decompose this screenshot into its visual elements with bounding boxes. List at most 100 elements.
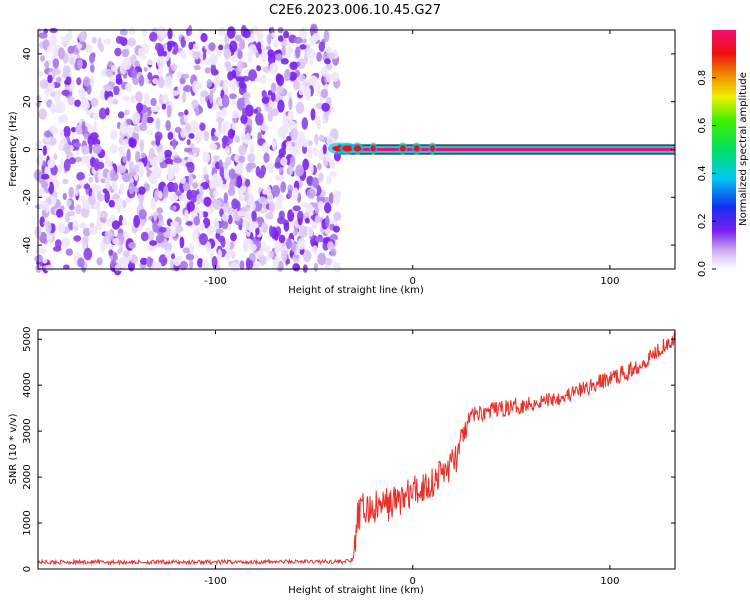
noise-blob (52, 68, 61, 75)
noise-blob (62, 143, 71, 153)
noise-blob (244, 212, 252, 219)
noise-blob (91, 36, 97, 44)
noise-blob (242, 92, 251, 99)
noise-blob (253, 261, 260, 270)
noise-blob (184, 35, 190, 42)
noise-blob (117, 111, 125, 119)
noise-blob (90, 97, 99, 108)
noise-blob (38, 32, 48, 39)
noise-blob (128, 182, 135, 195)
colorbar-tick-label: 0.8 (697, 70, 708, 86)
noise-blob (230, 262, 239, 273)
noise-blob (292, 205, 301, 212)
noise-blob (194, 82, 203, 89)
noise-blob (277, 216, 286, 225)
noise-blob (250, 201, 256, 211)
x-tick-label: 0 (410, 276, 416, 287)
noise-blob (189, 242, 195, 255)
noise-blob (146, 256, 153, 268)
noise-blob (137, 186, 146, 195)
noise-blob (133, 126, 141, 134)
noise-blob (57, 222, 66, 233)
noise-blob (128, 242, 137, 249)
colorbar-tick-label: 0.6 (697, 118, 708, 134)
noise-blob (108, 244, 114, 251)
noise-blob (99, 88, 106, 101)
noise-blob (287, 209, 295, 222)
noise-blob (244, 219, 253, 231)
noise-blob (53, 153, 58, 161)
noise-blob (290, 242, 296, 253)
noise-blob (184, 209, 189, 223)
y-tick-label: -40 (22, 237, 33, 253)
noise-blob (214, 220, 220, 231)
noise-blob (62, 65, 71, 77)
noise-blob (157, 152, 164, 163)
noise-blob (261, 96, 270, 104)
spectrogram-x-ticks: -100 0 100 (204, 30, 619, 287)
spectrogram-ylabel: Frequency (Hz) (8, 111, 19, 187)
noise-blob (245, 132, 251, 145)
noise-blob (143, 66, 148, 72)
noise-blob (88, 141, 93, 154)
noise-blob (230, 232, 237, 242)
noise-blob (216, 117, 225, 123)
noise-blob (284, 141, 292, 151)
noise-blob (114, 264, 120, 271)
noise-blob (305, 226, 314, 237)
colorbar-tick-label: 0.0 (697, 261, 708, 277)
noise-blob (303, 212, 310, 220)
noise-blob (190, 120, 198, 132)
noise-blob (290, 128, 298, 141)
noise-blob (174, 126, 182, 133)
noise-blob (105, 68, 113, 78)
noise-blob (183, 147, 193, 153)
noise-blob (157, 56, 165, 69)
noise-blob (261, 242, 267, 253)
noise-blob (82, 76, 91, 87)
noise-blob (186, 201, 195, 212)
noise-blob (299, 225, 308, 238)
noise-blob (83, 133, 89, 140)
noise-blob (203, 196, 212, 207)
noise-blob (260, 49, 267, 62)
noise-blob (137, 47, 146, 58)
noise-blob (179, 260, 188, 271)
noise-blob (54, 92, 61, 104)
noise-blob (128, 161, 135, 174)
noise-blob (243, 238, 253, 247)
noise-blob (326, 175, 332, 185)
noise-blob (104, 90, 109, 101)
noise-blob (280, 58, 289, 65)
noise-blob (215, 178, 224, 188)
noise-blob (103, 235, 112, 245)
noise-blob (61, 237, 70, 249)
noise-blob (283, 30, 290, 39)
noise-blob (108, 199, 116, 208)
noise-blob (172, 138, 177, 150)
noise-blob (312, 245, 318, 254)
noise-blob (128, 137, 135, 148)
noise-blob (119, 146, 126, 159)
noise-blob (278, 234, 286, 244)
noise-blob (180, 126, 187, 138)
noise-blob (90, 53, 95, 61)
noise-blob (260, 124, 270, 132)
noise-blob (38, 187, 45, 199)
noise-blob (215, 111, 222, 119)
noise-blob (329, 192, 334, 205)
noise-blob (115, 258, 123, 265)
noise-blob (112, 237, 120, 245)
noise-blob (78, 87, 86, 98)
noise-blob (326, 73, 333, 83)
noise-blob (297, 238, 306, 250)
noise-blob (112, 99, 119, 105)
noise-blob (304, 252, 312, 260)
noise-blob (316, 51, 322, 62)
noise-blob (182, 247, 191, 254)
noise-blob (327, 241, 334, 251)
noise-blob (126, 148, 131, 162)
noise-blob (332, 261, 337, 271)
noise-blob (318, 134, 325, 142)
